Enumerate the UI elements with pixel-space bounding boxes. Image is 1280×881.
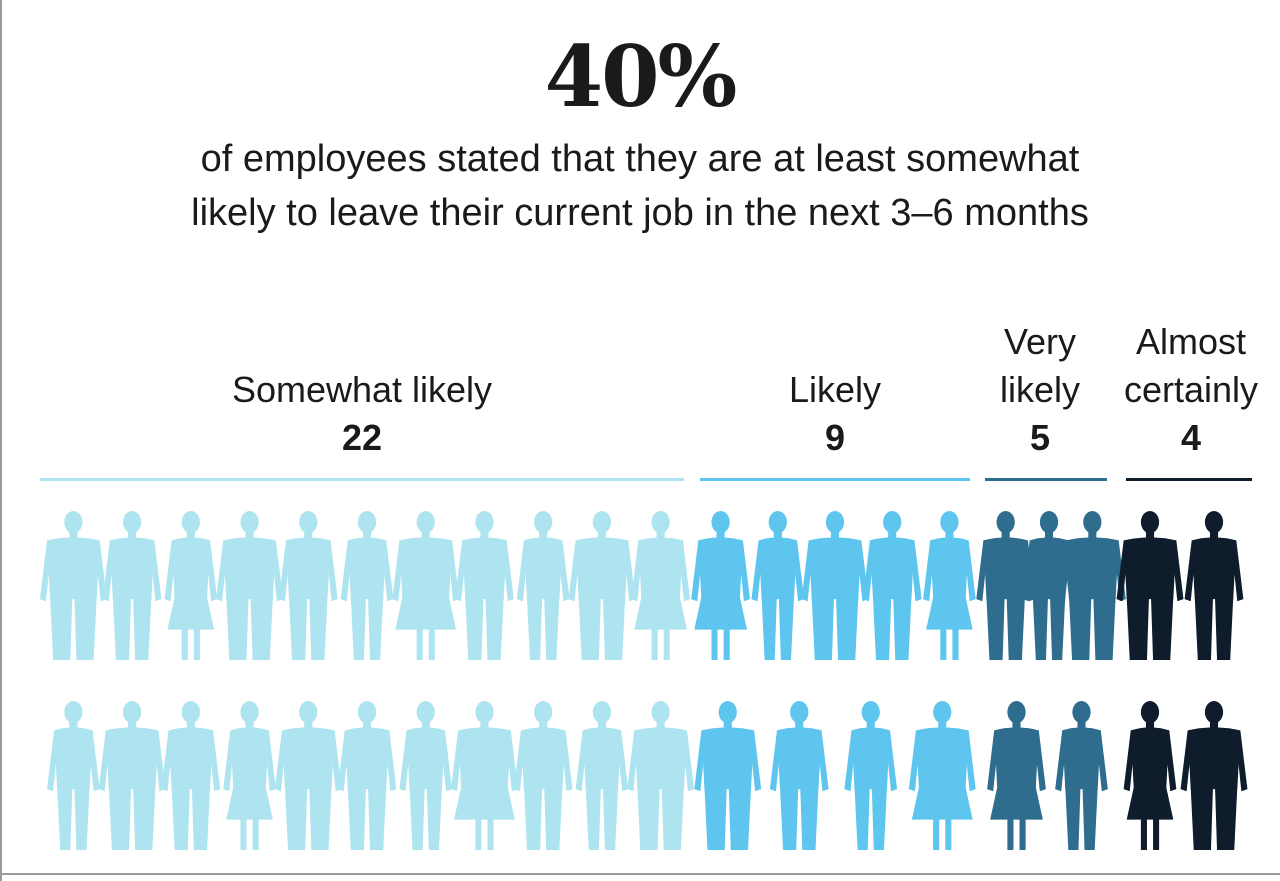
person-icon — [513, 701, 573, 850]
person-icon — [801, 511, 869, 660]
headline-percentage: 40% — [544, 27, 738, 126]
person-icon — [862, 511, 922, 660]
person-icon — [844, 701, 898, 850]
person-icon — [216, 511, 283, 660]
group-name-line-2: certainly — [1123, 369, 1259, 410]
person-icon — [1055, 701, 1108, 850]
person-icon — [1123, 701, 1177, 850]
person-icon — [631, 511, 691, 660]
person-icon — [575, 701, 629, 850]
group-name: Somewhat likely — [231, 369, 493, 410]
subtitle-line-1: of employees stated that they are at lea… — [200, 138, 1080, 180]
group-count: 22 — [341, 417, 383, 458]
group-name: Likely — [788, 369, 882, 410]
group-label-somewhat-likely: Somewhat likely 22 — [182, 366, 542, 462]
group-label-very-likely: Very likely 5 — [980, 318, 1100, 462]
person-icon — [98, 701, 166, 850]
group-name-line-2: likely — [999, 369, 1080, 410]
person-icon — [1022, 511, 1076, 660]
person-icon — [987, 701, 1046, 850]
person-icon — [516, 511, 570, 660]
person-icon — [164, 511, 218, 660]
person-icon — [455, 511, 514, 660]
subtitle-line-2: likely to leave their current job in the… — [191, 192, 1089, 234]
group-rule-very-likely — [985, 478, 1107, 481]
group-rule-somewhat-likely — [40, 478, 684, 481]
group-count: 4 — [1180, 417, 1202, 458]
person-icon — [568, 511, 636, 660]
person-icon — [694, 701, 762, 850]
group-count: 9 — [824, 417, 846, 458]
person-icon — [691, 511, 750, 660]
person-icon — [399, 701, 453, 850]
person-icon — [1116, 511, 1184, 660]
person-icon — [274, 701, 342, 850]
person-icon — [751, 511, 805, 660]
person-icon — [627, 701, 695, 850]
group-name-line-1: Almost — [1135, 321, 1247, 362]
group-rule-almost-certainly — [1126, 478, 1252, 481]
group-label-almost-certainly: Almost certainly 4 — [1106, 318, 1276, 462]
group-name-line-1: Very — [1003, 321, 1077, 362]
group-label-likely: Likely 9 — [735, 366, 935, 462]
person-icon — [451, 701, 518, 850]
person-icon — [1184, 511, 1244, 660]
person-icon — [223, 701, 276, 850]
person-icon — [278, 511, 338, 660]
person-icon — [908, 701, 976, 850]
person-icon — [39, 511, 107, 660]
person-icon — [769, 701, 829, 850]
person-icon — [923, 511, 976, 660]
person-icon — [337, 701, 397, 850]
person-icon — [1180, 701, 1248, 850]
frame-left-border — [0, 0, 2, 881]
person-icon — [1058, 511, 1126, 660]
person-icon — [161, 701, 221, 850]
person-icon — [340, 511, 394, 660]
person-icon — [976, 511, 1036, 660]
person-icon — [47, 701, 100, 850]
person-icon — [102, 511, 162, 660]
group-count: 5 — [1029, 417, 1051, 458]
frame-bottom-border — [0, 873, 1280, 875]
group-rule-likely — [700, 478, 970, 481]
person-icon — [392, 511, 460, 660]
subtitle: of employees stated that they are at lea… — [60, 132, 1220, 240]
